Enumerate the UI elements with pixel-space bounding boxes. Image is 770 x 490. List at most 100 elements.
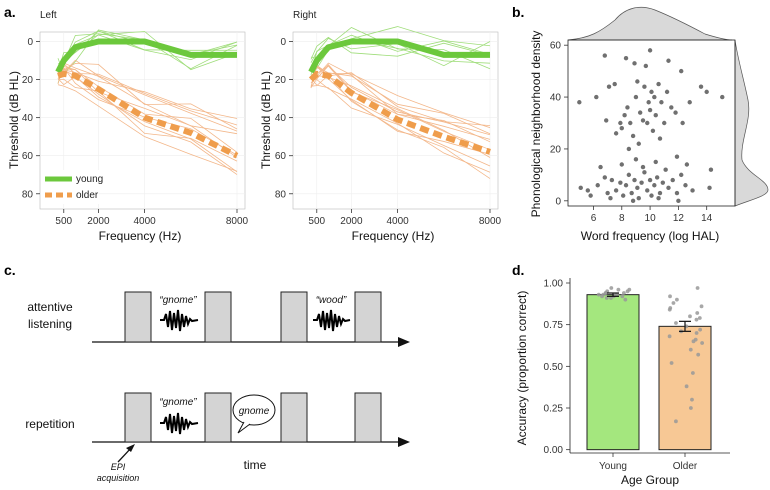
individual-point xyxy=(690,371,695,375)
scatter-ylabel: Phonological neighborhood density xyxy=(529,31,543,218)
legend-box xyxy=(41,170,99,204)
scatter-point xyxy=(577,100,582,105)
scatter-point xyxy=(632,61,637,66)
timeline-attentive-arrowhead xyxy=(398,337,410,347)
y-tick-label: 0 xyxy=(280,37,286,48)
scatter-point xyxy=(602,175,607,180)
x-density-curve xyxy=(567,6,733,41)
individual-point xyxy=(691,339,696,344)
scatter-point xyxy=(605,190,610,196)
scatter-point xyxy=(637,110,643,115)
scatter-point xyxy=(640,118,646,123)
epi-block xyxy=(354,291,382,343)
older-individual-line xyxy=(310,66,491,135)
scatter-point xyxy=(633,94,639,100)
scatter-point xyxy=(633,157,639,162)
scatter-point xyxy=(629,190,634,196)
x-tick-label: 500 xyxy=(308,216,325,227)
individual-point xyxy=(674,419,678,424)
bar-xlabel: Age Group xyxy=(621,473,679,487)
scatter-point xyxy=(679,172,684,178)
individual-point xyxy=(620,294,625,299)
speech-bubble-icon: gnome xyxy=(232,394,276,434)
scatter-point xyxy=(659,100,664,105)
repetition-label: repetition xyxy=(25,417,74,431)
individual-point xyxy=(671,301,676,305)
individual-point xyxy=(668,306,673,310)
scatter-point xyxy=(649,89,654,95)
individual-point xyxy=(614,292,618,297)
panel-a-letter: a. xyxy=(4,4,16,20)
scatter-point xyxy=(698,84,704,89)
epi-block xyxy=(124,291,152,343)
epi-block xyxy=(354,392,382,443)
older-individual-line xyxy=(310,74,491,179)
y-tick-label: 0 xyxy=(27,37,33,48)
legend-young-label: young xyxy=(76,174,103,185)
y-tick-label: 0.50 xyxy=(544,362,564,373)
x-tick-label: 14 xyxy=(701,213,713,224)
scatter-point xyxy=(684,162,690,167)
individual-point xyxy=(627,287,632,292)
audiogram-legend: young older xyxy=(41,170,103,204)
x-tick-label: 500 xyxy=(55,216,72,227)
panel-b-letter: b. xyxy=(512,4,524,20)
x-tick-label: 4000 xyxy=(386,216,409,227)
y-tick-label: 20 xyxy=(22,75,34,86)
scatter-point xyxy=(613,188,619,193)
x-tick-label: Older xyxy=(673,461,698,472)
older-mean-line xyxy=(57,70,239,159)
audiogram-right-xlabel: Frequency (Hz) xyxy=(352,229,435,243)
speech-bubble-text: gnome xyxy=(239,406,270,417)
y-tick-label: 0 xyxy=(555,196,561,207)
scatter-frame xyxy=(567,39,736,207)
scatter-point xyxy=(666,185,671,191)
audiogram-right-title: Right xyxy=(293,10,317,21)
y-tick-label: 60 xyxy=(22,151,34,162)
individual-point xyxy=(675,297,679,302)
x-tick-label: 2000 xyxy=(340,216,363,227)
scatter-point xyxy=(628,120,633,126)
y-tick-label: 80 xyxy=(275,189,287,200)
audiogram-left-individual-lines xyxy=(57,29,238,175)
scatter-point xyxy=(608,196,613,201)
audiogram-right-ticks: 500 2000 4000 8000 0 20 40 60 80 xyxy=(275,32,502,227)
scatter-point xyxy=(604,118,609,123)
scatter-point xyxy=(653,159,658,165)
scatter-point xyxy=(636,196,641,201)
scatter-point xyxy=(657,190,663,196)
scatter-point xyxy=(646,100,651,105)
scatter-point xyxy=(619,125,624,131)
scatter-point xyxy=(647,177,653,183)
scatter-point xyxy=(674,190,680,196)
scatter-point xyxy=(618,180,623,185)
individual-point xyxy=(600,294,604,299)
scatter-point xyxy=(656,81,661,87)
individual-point xyxy=(684,384,689,389)
scatter-point xyxy=(623,183,629,188)
speech-bubble-tail xyxy=(237,421,251,434)
individual-point xyxy=(596,292,601,297)
scatter-point xyxy=(622,113,627,118)
scatter-point xyxy=(640,164,646,170)
y-tick-label: 40 xyxy=(275,113,287,124)
audiogram-left-ylabel: Threshold (dB HL) xyxy=(7,71,21,169)
scatter-point xyxy=(630,198,636,204)
scatter-point xyxy=(670,177,675,183)
bar-ylabel: Accuracy (proportion correct) xyxy=(515,291,529,446)
panel-d-letter: d. xyxy=(512,262,524,278)
y-tick-label: 0.00 xyxy=(544,445,564,456)
scatter-point xyxy=(595,183,600,188)
audiogram-left-xlabel: Frequency (Hz) xyxy=(99,229,182,243)
individual-point xyxy=(609,296,613,300)
scatter-point xyxy=(669,105,674,110)
epi-block xyxy=(124,392,152,443)
epi-label-line2: acquisition xyxy=(97,473,140,483)
scatter-point xyxy=(612,81,617,87)
scatter-point xyxy=(626,146,632,152)
scatter-point xyxy=(639,180,644,185)
y-tick-label: 40 xyxy=(22,113,34,124)
young-mean-line xyxy=(308,38,490,74)
y-tick-label: 60 xyxy=(550,41,562,52)
